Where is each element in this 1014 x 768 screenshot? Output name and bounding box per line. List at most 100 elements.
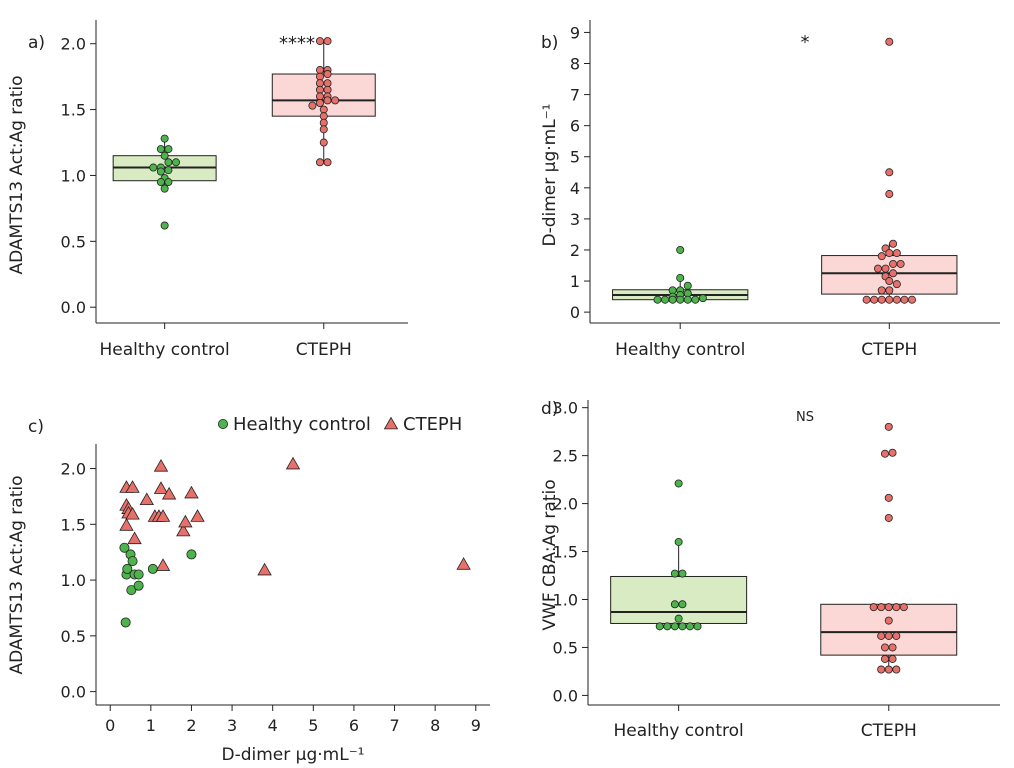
scatter-point-cteph <box>184 485 199 499</box>
y-tick-label: 1.5 <box>61 515 86 534</box>
x-category-label: CTEPH <box>861 721 917 741</box>
data-point-cteph <box>892 249 901 258</box>
legend-marker-healthy <box>217 418 228 429</box>
data-point-healthy <box>674 614 683 623</box>
scatter-point-cteph <box>155 558 171 571</box>
y-tick-label: 6 <box>570 117 580 136</box>
data-point-cteph <box>315 158 324 167</box>
x-tick-label: 2 <box>186 716 196 735</box>
scatter-point-cteph <box>153 459 169 472</box>
x-category-label: Healthy control <box>100 340 230 360</box>
y-axis-title: D-dimer µg·mL⁻¹ <box>540 104 560 247</box>
data-point-cteph <box>319 138 328 147</box>
y-tick-label: 2.0 <box>61 35 86 54</box>
data-point-cteph <box>889 239 898 248</box>
scatter-point-healthy <box>127 556 138 567</box>
data-point-cteph <box>884 422 893 431</box>
data-point-cteph <box>319 112 328 121</box>
y-tick-label: 1.0 <box>61 571 86 590</box>
data-point-cteph <box>869 603 878 612</box>
data-point-healthy <box>676 295 685 304</box>
y-tick-label: 7 <box>570 86 580 105</box>
panel-c: c) ADAMTS13 Act:Ag ratio 0.0 0.5 1.0 1.5 2.0 0 1… <box>7 414 490 765</box>
y-tick-label: 3.0 <box>553 399 578 418</box>
data-point-cteph <box>884 493 893 502</box>
data-point-healthy <box>164 158 173 167</box>
data-point-healthy <box>685 622 694 631</box>
x-tick-label: 5 <box>308 716 318 735</box>
data-point-cteph <box>877 295 886 304</box>
y-tick-label: 1.5 <box>553 543 578 562</box>
data-point-cteph <box>892 665 901 674</box>
data-point-healthy <box>678 569 687 578</box>
y-tick-label: 3 <box>570 210 580 229</box>
data-point-cteph <box>884 616 893 625</box>
data-point-cteph <box>888 643 897 652</box>
data-point-cteph <box>880 643 889 652</box>
data-point-healthy <box>653 295 662 304</box>
y-tick-label: 1.0 <box>61 166 86 185</box>
data-point-cteph <box>315 66 324 75</box>
scatter-point-cteph <box>153 481 169 494</box>
data-point-cteph <box>881 264 890 273</box>
data-point-healthy <box>683 295 692 304</box>
panel-b: b) D-dimer µg·mL⁻¹ 0 1 2 3 4 5 6 7 8 9 Healthy contr… <box>540 20 1000 360</box>
data-point-healthy <box>670 622 679 631</box>
data-point-cteph <box>877 631 886 640</box>
x-tick-label: 8 <box>430 716 440 735</box>
panel-d: d) VWF CBA:Ag ratio 0.0 0.5 1.0 1.5 2.0 2.5 3.0 H… <box>540 399 1000 741</box>
data-point-cteph <box>885 190 894 199</box>
data-point-cteph <box>315 37 324 46</box>
data-point-cteph <box>877 603 886 612</box>
data-point-healthy <box>661 295 670 304</box>
x-tick-label: 4 <box>268 716 278 735</box>
data-point-cteph <box>319 118 328 127</box>
data-point-healthy <box>676 245 685 254</box>
x-tick-label: 1 <box>146 716 156 735</box>
legend-label-healthy: Healthy control <box>233 414 371 435</box>
data-point-healthy <box>676 273 685 282</box>
scatter-point-healthy <box>126 585 137 596</box>
data-point-healthy <box>698 294 707 303</box>
data-point-healthy <box>663 622 672 631</box>
scatter-point-healthy <box>147 563 158 574</box>
x-tick-label: 9 <box>471 716 481 735</box>
data-point-healthy <box>678 600 687 609</box>
data-point-cteph <box>885 286 894 295</box>
data-point-healthy <box>674 479 683 488</box>
scatter-point-cteph <box>119 518 134 531</box>
y-tick-label: 5 <box>570 148 580 167</box>
data-point-cteph <box>884 631 893 640</box>
y-tick-label: 0 <box>570 303 580 322</box>
data-point-cteph <box>892 631 901 640</box>
data-point-cteph <box>323 158 332 167</box>
data-point-healthy <box>160 184 169 193</box>
y-tick-label: 0.5 <box>553 638 578 657</box>
data-point-cteph <box>888 654 897 663</box>
data-point-healthy <box>164 178 173 187</box>
data-point-cteph <box>315 98 324 107</box>
data-point-healthy <box>668 295 677 304</box>
panel-label: d) <box>541 399 558 419</box>
y-tick-label: 2.0 <box>553 495 578 514</box>
y-tick-label: 1 <box>570 272 580 291</box>
data-point-healthy <box>156 167 165 176</box>
data-point-cteph <box>323 79 332 88</box>
data-point-cteph <box>885 37 894 46</box>
panel-label: a) <box>28 33 45 53</box>
data-point-cteph <box>331 96 340 105</box>
y-axis-title: ADAMTS13 Act:Ag ratio <box>7 475 27 674</box>
scatter-point-cteph <box>190 509 205 522</box>
data-point-healthy <box>678 622 687 631</box>
x-category-label: CTEPH <box>296 340 352 360</box>
scatter-point-cteph <box>161 486 177 500</box>
x-tick-label: 3 <box>227 716 237 735</box>
x-tick-label: 6 <box>349 716 359 735</box>
data-point-cteph <box>319 105 328 114</box>
y-axis-title: ADAMTS13 Act:Ag ratio <box>7 75 27 274</box>
significance-label: NS <box>796 410 814 425</box>
data-point-cteph <box>308 101 317 110</box>
y-tick-label: 0.0 <box>61 683 86 702</box>
y-tick-label: 2.0 <box>61 460 86 479</box>
data-point-cteph <box>877 286 886 295</box>
